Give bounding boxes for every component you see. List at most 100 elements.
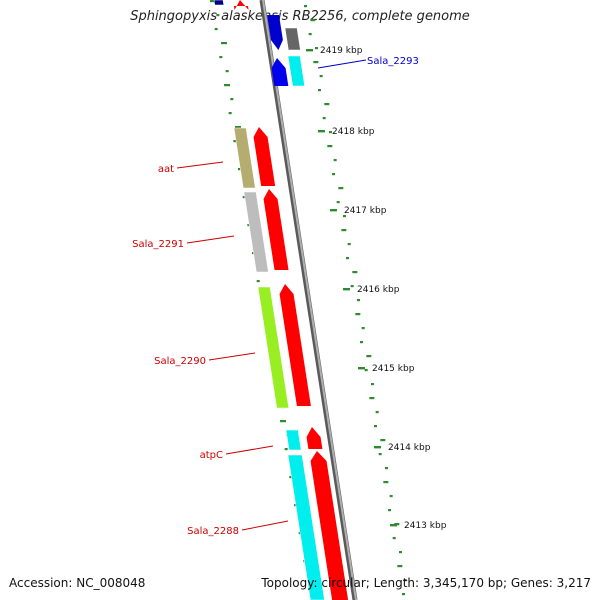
- gc-dot: [322, 117, 326, 120]
- gc-dot: [284, 448, 288, 451]
- feature-cog-2290: [257, 286, 290, 409]
- gc-dot: [318, 89, 321, 92]
- gc-dot: [380, 439, 386, 442]
- gc-dot: [369, 397, 375, 400]
- scale-tick: [306, 49, 313, 52]
- feature-forward-aat: [253, 127, 276, 186]
- gene-label: Sala_2293: [367, 56, 419, 67]
- gc-dot: [313, 61, 319, 64]
- gc-dot: [224, 84, 230, 87]
- gene-leader-line: [241, 520, 289, 531]
- gc-dot: [364, 369, 368, 372]
- feature-cog-2288: [287, 454, 325, 600]
- gc-dot: [329, 131, 332, 134]
- gc-dot: [289, 476, 293, 479]
- scale-label: 2413 kbp: [404, 521, 447, 531]
- feature-cog-aat: [233, 127, 256, 189]
- feature-cog-atpC: [285, 429, 302, 451]
- gene-label: Sala_2288: [187, 526, 239, 537]
- gc-dot: [397, 565, 403, 568]
- scale-tick: [390, 524, 397, 527]
- gc-dot: [355, 313, 361, 316]
- feature-forward-atpC: [306, 427, 323, 449]
- gc-dot: [228, 112, 232, 115]
- scale-tick: [343, 288, 350, 291]
- feature-forward-2290: [279, 284, 311, 406]
- gc-dot: [221, 42, 227, 45]
- scale-tick: [330, 209, 337, 212]
- gc-dot: [347, 243, 351, 246]
- scale-label: 2418 kbp: [332, 127, 375, 137]
- feature-forward-2288: [310, 451, 349, 600]
- gc-dot: [214, 28, 218, 31]
- gc-content-track-outer: [304, 5, 407, 596]
- feature-reverse-2294: [267, 15, 283, 50]
- scale-tick: [318, 130, 325, 133]
- genome-backbone-highlight: [262, 0, 357, 600]
- gene-leader-line: [317, 59, 367, 69]
- accession-label: Accession: NC_008048: [9, 576, 146, 590]
- gc-dot: [357, 299, 360, 302]
- scale-label: 2417 kbp: [344, 206, 387, 216]
- gc-dot: [361, 327, 365, 330]
- gc-dot: [388, 509, 391, 512]
- gc-dot: [319, 75, 323, 78]
- genome-title: Sphingopyxis alaskensis RB2256, complete…: [130, 9, 470, 24]
- gc-dot: [210, 0, 216, 3]
- gene-leader-line: [186, 235, 235, 244]
- gc-dot: [378, 453, 382, 456]
- gc-dot: [403, 579, 407, 582]
- feature-cog-2291: [243, 191, 269, 273]
- gc-dot: [247, 224, 251, 227]
- gene-label: atpC: [200, 450, 223, 461]
- scale-label: 2415 kbp: [372, 364, 415, 374]
- gc-dot: [338, 187, 344, 190]
- gc-dot: [280, 420, 286, 423]
- feature-cog-2294: [284, 27, 301, 51]
- gc-dot: [230, 98, 234, 101]
- scale-label: 2416 kbp: [357, 285, 400, 295]
- gc-dot: [383, 481, 389, 484]
- gc-dot: [336, 201, 340, 204]
- gene-label: Sala_2291: [132, 239, 184, 250]
- scale-tick: [374, 446, 381, 449]
- gc-dot: [216, 14, 220, 17]
- gc-dot: [385, 467, 388, 470]
- gene-leader-line: [208, 352, 256, 361]
- gc-dot: [332, 173, 335, 176]
- gc-dot: [310, 19, 316, 22]
- gc-dot: [219, 56, 223, 59]
- feature-cog-top: [213, 0, 225, 6]
- gc-dot: [360, 341, 363, 344]
- gc-dot: [256, 280, 260, 283]
- gc-dot: [346, 257, 349, 260]
- gc-dot: [366, 355, 372, 358]
- gc-dot: [304, 5, 307, 8]
- gc-dot: [242, 196, 246, 199]
- gc-dot: [371, 383, 374, 386]
- gc-dot: [308, 33, 312, 36]
- gene-label: aat: [158, 164, 174, 175]
- gc-dot: [324, 103, 330, 106]
- gc-dot: [392, 537, 396, 540]
- feature-reverse-2293: [271, 58, 289, 86]
- feature-forward-2291: [263, 189, 289, 270]
- gc-dot: [341, 229, 347, 232]
- gc-dot: [399, 551, 402, 554]
- gene-label: Sala_2290: [154, 356, 206, 367]
- gc-dot: [343, 215, 346, 218]
- gene-leader-line: [225, 445, 274, 455]
- scale-tick: [358, 367, 365, 370]
- gc-dot: [235, 126, 241, 129]
- gc-dot: [389, 495, 393, 498]
- gc-dot: [327, 145, 333, 148]
- feature-forward-top: [233, 0, 249, 10]
- gc-dot: [233, 140, 237, 143]
- scale-label: 2414 kbp: [388, 443, 431, 453]
- gc-dot: [352, 271, 358, 274]
- topology-label: Topology: circular; Length: 3,345,170 bp…: [261, 576, 591, 590]
- gc-dot: [350, 285, 354, 288]
- gene-leader-line: [176, 161, 224, 169]
